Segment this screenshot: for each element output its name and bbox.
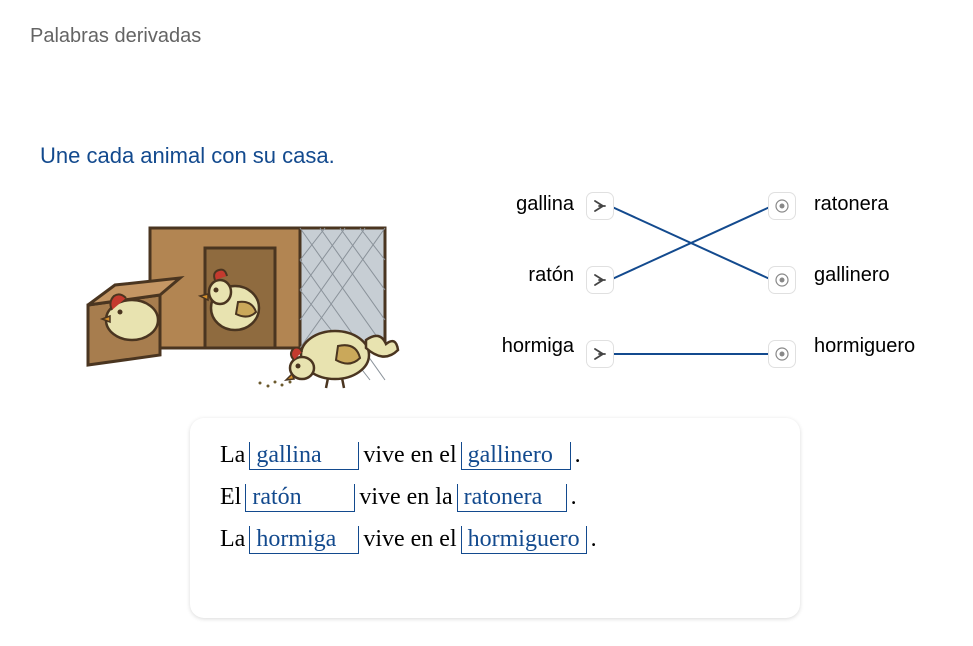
sentence-2-pre: La (220, 526, 245, 553)
right-column: ratonera gallinero hormiguero (814, 193, 915, 358)
sentence-1-mid: vive en la (359, 484, 452, 511)
left-word-2: hormiga (502, 335, 574, 358)
right-word-0: ratonera (814, 193, 889, 216)
sentence-1: El ratón vive en la ratonera . (220, 484, 770, 512)
sentence-0: La gallina vive en el gallinero . (220, 442, 770, 470)
sentence-0-mid: vive en el (363, 442, 456, 469)
right-word-2: hormiguero (814, 335, 915, 358)
sentence-2-blank2[interactable]: hormiguero (461, 526, 587, 554)
hen-illustration (70, 210, 400, 390)
left-word-1: ratón (528, 264, 574, 287)
target-node-0[interactable] (769, 193, 795, 219)
sentence-box: La gallina vive en el gallinero . El rat… (190, 418, 800, 618)
sentence-2-post: . (591, 526, 597, 553)
page-title: Palabras derivadas (30, 25, 201, 48)
sentence-1-blank2[interactable]: ratonera (457, 484, 567, 512)
sentence-1-post: . (571, 484, 577, 511)
left-column: gallina ratón hormiga (454, 193, 574, 358)
matching-area: gallina ratón hormiga ratonera gallinero… (454, 188, 954, 388)
arrow-node-2[interactable] (587, 341, 613, 367)
sentence-2: La hormiga vive en el hormiguero . (220, 526, 770, 554)
left-word-0: gallina (516, 193, 574, 216)
sentence-1-pre: El (220, 484, 241, 511)
arrow-node-1[interactable] (587, 267, 613, 293)
sentence-0-blank2[interactable]: gallinero (461, 442, 571, 470)
sentence-0-blank1[interactable]: gallina (249, 442, 359, 470)
instruction-text: Une cada animal con su casa. (40, 143, 335, 169)
target-node-1[interactable] (769, 267, 795, 293)
sentence-1-blank1[interactable]: ratón (245, 484, 355, 512)
sentence-0-post: . (575, 442, 581, 469)
sentence-2-blank1[interactable]: hormiga (249, 526, 359, 554)
right-word-1: gallinero (814, 264, 890, 287)
arrow-node-0[interactable] (587, 193, 613, 219)
target-node-2[interactable] (769, 341, 795, 367)
sentence-2-mid: vive en el (363, 526, 456, 553)
sentence-0-pre: La (220, 442, 245, 469)
